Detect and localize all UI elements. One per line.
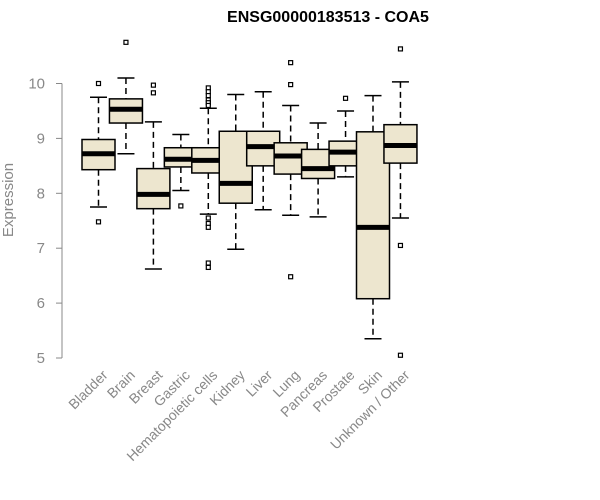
y-axis-label: Expression (0, 163, 17, 237)
y-tick-label: 10 (28, 76, 45, 93)
box-bladder (81, 80, 116, 225)
box-kidney (218, 93, 253, 251)
outlier-point (288, 81, 294, 88)
outlier-point (288, 274, 294, 280)
outlier-point (205, 224, 211, 230)
outlier-point (397, 242, 404, 249)
outlier-point (288, 60, 294, 66)
boxes (81, 39, 418, 358)
box-pancreas (300, 122, 336, 218)
chart-title: ENSG00000183513 - COA5 (227, 9, 429, 26)
outlier-point (95, 80, 102, 87)
outlier-point (205, 92, 211, 99)
y-tick-label: 6 (37, 295, 45, 312)
outlier-point (342, 95, 349, 101)
y-tick-label: 7 (37, 240, 45, 257)
box-unknown-other (383, 46, 418, 358)
y-tick-label: 5 (37, 350, 45, 367)
outlier-point (178, 203, 184, 209)
iqr-box (136, 167, 171, 210)
y-axis: 5 6 7 8 9 10 (28, 76, 63, 367)
outlier-point (95, 219, 102, 225)
box-breast (136, 82, 171, 270)
outlier-point (397, 46, 404, 52)
y-tick-label: 8 (37, 185, 45, 202)
outlier-point (150, 82, 156, 88)
outlier-point (397, 352, 404, 358)
outlier-point (205, 215, 211, 221)
outlier-point (150, 90, 156, 96)
outlier-point (205, 264, 211, 271)
outlier-point (205, 102, 211, 109)
box-brain (108, 39, 144, 155)
outlier-point (205, 260, 211, 266)
outlier-point (123, 39, 129, 45)
y-tick-label: 9 (37, 130, 45, 147)
box-lung (273, 60, 308, 280)
x-tick-label: Liver (243, 367, 276, 400)
